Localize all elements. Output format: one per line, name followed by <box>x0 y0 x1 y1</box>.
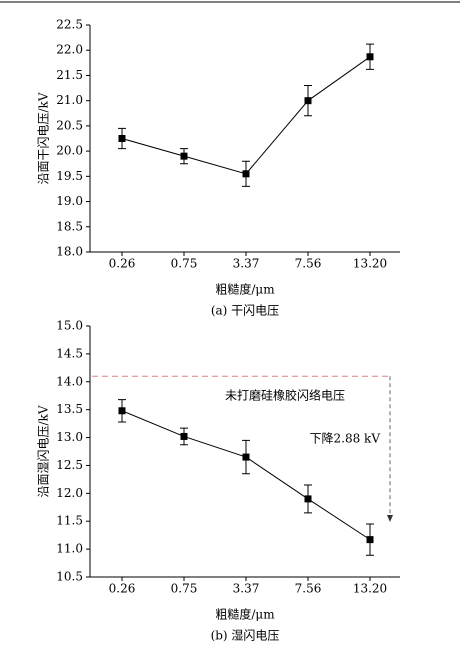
x-tick-label: 3.37 <box>233 257 260 271</box>
y-tick-label: 10.5 <box>56 570 83 584</box>
marker <box>242 453 250 461</box>
y-tick-label: 11.0 <box>56 542 83 556</box>
y-tick-label: 12.0 <box>56 486 83 500</box>
y-axis-label: 沿面干闪电压/kV <box>37 92 51 184</box>
y-tick-label: 18.5 <box>56 219 83 233</box>
y-tick-label: 20.5 <box>56 118 83 132</box>
data-line <box>121 56 371 175</box>
annotation: 下降2.88 kV <box>310 432 381 446</box>
y-tick-label: 21.5 <box>56 68 83 82</box>
y-tick-label: 22.5 <box>56 18 83 32</box>
y-tick-label: 15.0 <box>56 319 83 333</box>
marker <box>366 53 374 61</box>
data-line <box>121 410 371 541</box>
y-tick-label: 19.5 <box>56 169 83 183</box>
marker <box>180 432 188 440</box>
x-tick-label: 0.26 <box>109 582 136 596</box>
y-tick-label: 13.5 <box>56 402 83 416</box>
x-axis-label: 粗糙度/μm <box>215 607 275 622</box>
caption: (b) 湿闪电压 <box>211 628 280 643</box>
y-tick-label: 22.0 <box>56 43 83 57</box>
reference-label: 未打磨硅橡胶闪络电压 <box>225 388 345 403</box>
y-tick-label: 14.5 <box>56 346 83 360</box>
x-tick-label: 13.20 <box>353 257 387 271</box>
marker <box>118 135 126 142</box>
x-tick-label: 7.56 <box>295 582 322 596</box>
marker <box>180 152 188 160</box>
y-tick-label: 18.0 <box>56 245 83 259</box>
y-tick-label: 12.5 <box>56 458 83 472</box>
x-tick-label: 0.75 <box>171 257 198 271</box>
y-axis-label: 沿面湿闪电压/kV <box>36 405 51 497</box>
x-axis-label: 粗糙度/μm <box>215 282 275 297</box>
arrow-head <box>387 515 393 523</box>
y-tick-label: 13.0 <box>56 430 83 444</box>
x-tick-label: 0.75 <box>171 582 198 596</box>
caption: (a) 干闪电压 <box>211 304 279 318</box>
y-tick-label: 19.0 <box>56 194 83 208</box>
x-tick-label: 3.37 <box>233 582 260 596</box>
marker <box>366 536 374 544</box>
x-tick-label: 13.20 <box>353 582 387 596</box>
y-tick-label: 14.0 <box>56 374 83 388</box>
marker <box>242 170 250 178</box>
y-tick-label: 11.5 <box>56 514 83 528</box>
marker <box>304 97 312 105</box>
marker <box>304 495 312 503</box>
y-tick-label: 21.0 <box>56 93 83 107</box>
x-tick-label: 7.56 <box>295 257 322 271</box>
marker <box>118 407 126 415</box>
y-tick-label: 20.0 <box>56 144 83 158</box>
x-tick-label: 0.26 <box>109 257 136 271</box>
